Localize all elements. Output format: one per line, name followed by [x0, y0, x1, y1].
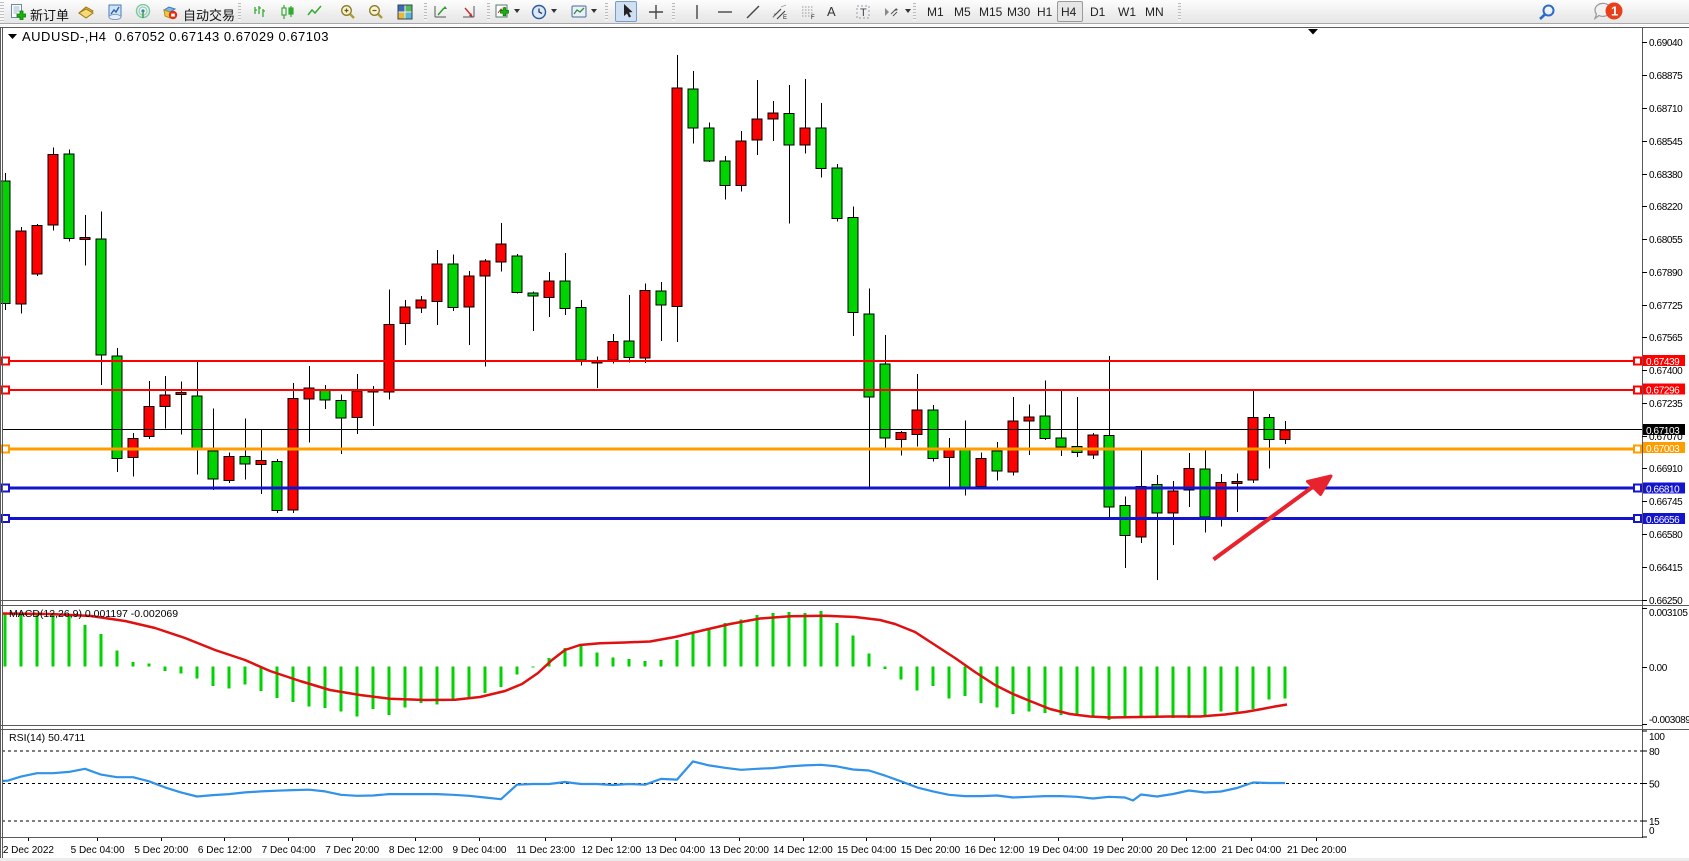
- svg-text:0.66415: 0.66415: [1649, 563, 1683, 574]
- svg-text:0.66745: 0.66745: [1649, 497, 1683, 508]
- svg-text:0.67400: 0.67400: [1649, 366, 1683, 377]
- svg-text:0.67103: 0.67103: [1646, 426, 1680, 437]
- svg-text:0.66910: 0.66910: [1649, 464, 1683, 475]
- svg-text:7 Dec 20:00: 7 Dec 20:00: [325, 845, 379, 856]
- svg-text:1: 1: [1611, 4, 1618, 19]
- svg-text:0.66656: 0.66656: [1646, 515, 1680, 526]
- svg-text:20 Dec 12:00: 20 Dec 12:00: [1157, 845, 1217, 856]
- svg-text:0.66580: 0.66580: [1649, 530, 1683, 541]
- svg-text:100: 100: [1649, 732, 1665, 743]
- svg-text:15: 15: [1649, 817, 1660, 828]
- svg-text:16 Dec 12:00: 16 Dec 12:00: [965, 845, 1025, 856]
- svg-text:0.003105: 0.003105: [1649, 608, 1688, 619]
- svg-text:0.68220: 0.68220: [1649, 202, 1683, 213]
- svg-text:0.67070: 0.67070: [1649, 432, 1683, 443]
- svg-text:19 Dec 04:00: 19 Dec 04:00: [1028, 845, 1088, 856]
- svg-text:0.68875: 0.68875: [1649, 71, 1683, 82]
- svg-text:MACD(12,26,9) 0.001197 -0.0020: MACD(12,26,9) 0.001197 -0.002069: [9, 608, 178, 620]
- svg-text:0.67296: 0.67296: [1646, 386, 1680, 397]
- svg-text:6 Dec 12:00: 6 Dec 12:00: [198, 845, 252, 856]
- svg-text:0.68710: 0.68710: [1649, 104, 1683, 115]
- svg-text:0: 0: [1649, 826, 1655, 837]
- svg-text:0.67235: 0.67235: [1649, 399, 1683, 410]
- svg-text:9 Dec 04:00: 9 Dec 04:00: [453, 845, 507, 856]
- svg-text:8 Dec 12:00: 8 Dec 12:00: [389, 845, 443, 856]
- svg-text:19 Dec 20:00: 19 Dec 20:00: [1093, 845, 1153, 856]
- svg-text:0.00: 0.00: [1649, 663, 1668, 674]
- svg-text:0.67003: 0.67003: [1646, 444, 1680, 455]
- svg-text:21 Dec 04:00: 21 Dec 04:00: [1222, 845, 1282, 856]
- svg-text:5 Dec 04:00: 5 Dec 04:00: [71, 845, 125, 856]
- svg-text:0.67565: 0.67565: [1649, 333, 1683, 344]
- svg-text:0.67890: 0.67890: [1649, 268, 1683, 279]
- svg-text:13 Dec 20:00: 13 Dec 20:00: [709, 845, 769, 856]
- svg-text:12 Dec 12:00: 12 Dec 12:00: [582, 845, 642, 856]
- svg-text:21 Dec 20:00: 21 Dec 20:00: [1287, 845, 1347, 856]
- svg-text:0.68545: 0.68545: [1649, 137, 1683, 148]
- svg-text:E: E: [783, 15, 787, 20]
- svg-text:14 Dec 12:00: 14 Dec 12:00: [773, 845, 833, 856]
- svg-text:-0.003089: -0.003089: [1649, 715, 1689, 726]
- svg-text:50: 50: [1649, 780, 1660, 791]
- svg-text:0.66250: 0.66250: [1649, 596, 1683, 607]
- svg-text:RSI(14) 50.4711: RSI(14) 50.4711: [9, 732, 85, 744]
- svg-text:0.66810: 0.66810: [1646, 485, 1680, 496]
- svg-text:11 Dec 23:00: 11 Dec 23:00: [516, 845, 575, 856]
- svg-text:0.67439: 0.67439: [1646, 357, 1680, 368]
- svg-text:0.67725: 0.67725: [1649, 301, 1683, 312]
- svg-text:T: T: [860, 7, 867, 19]
- svg-text:80: 80: [1649, 747, 1660, 758]
- svg-text:F: F: [811, 15, 815, 20]
- svg-text:15 Dec 04:00: 15 Dec 04:00: [837, 845, 897, 856]
- svg-text:5 Dec 20:00: 5 Dec 20:00: [134, 845, 188, 856]
- svg-text:0.69040: 0.69040: [1649, 38, 1683, 49]
- svg-text:0.68380: 0.68380: [1649, 170, 1683, 181]
- svg-text:15 Dec 20:00: 15 Dec 20:00: [901, 845, 961, 856]
- svg-text:7 Dec 04:00: 7 Dec 04:00: [262, 845, 316, 856]
- svg-text:AUDUSD-,H4 0.67052 0.67143 0.: AUDUSD-,H4 0.67052 0.67143 0.67029 0.671…: [22, 29, 329, 44]
- svg-text:13 Dec 04:00: 13 Dec 04:00: [646, 845, 706, 856]
- svg-text:2 Dec 2022: 2 Dec 2022: [3, 845, 55, 856]
- svg-text:0.68055: 0.68055: [1649, 235, 1683, 246]
